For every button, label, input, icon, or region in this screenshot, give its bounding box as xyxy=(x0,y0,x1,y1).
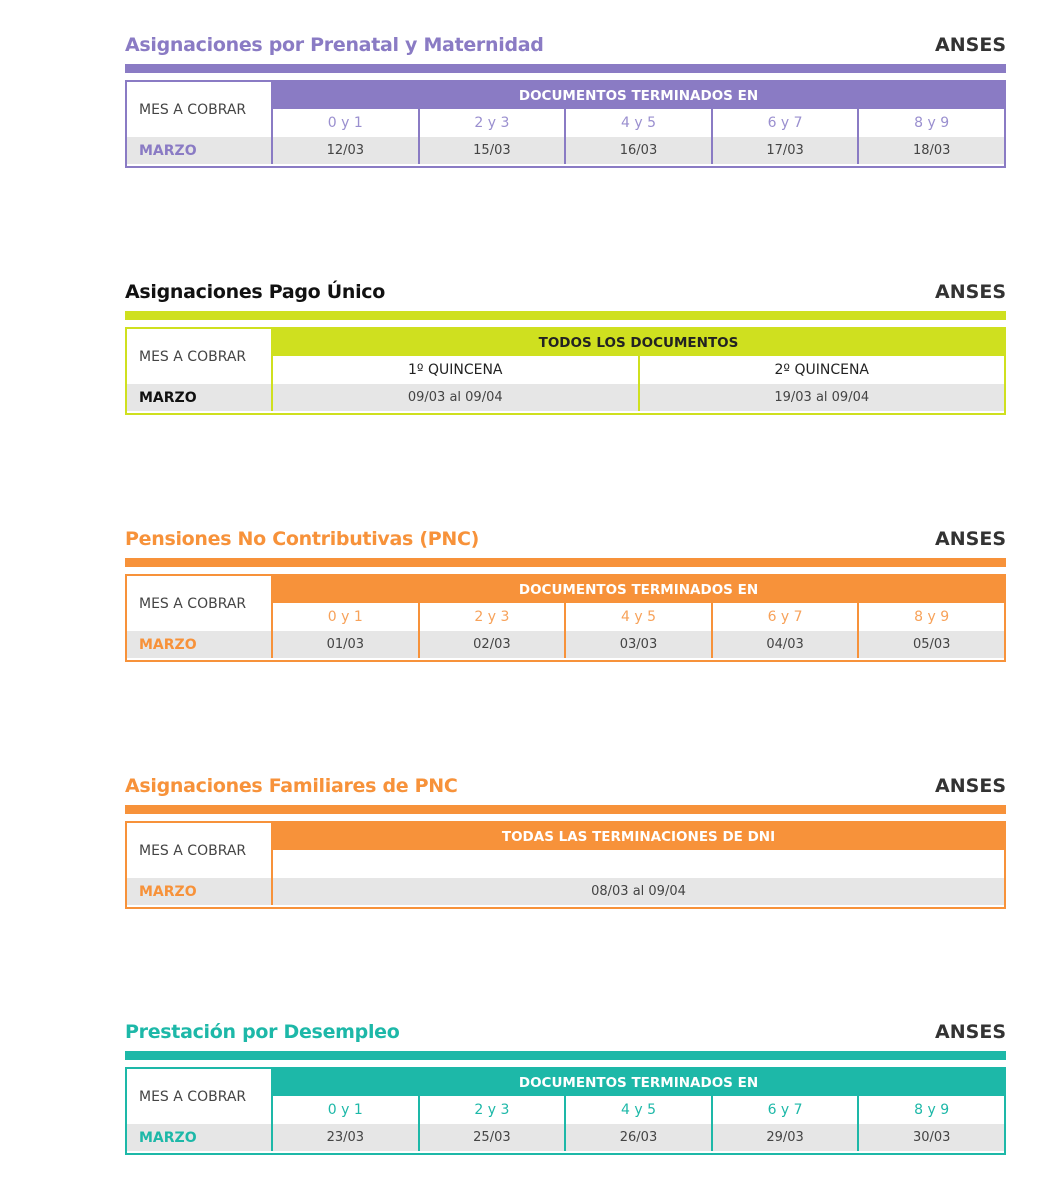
terminal-digits-row xyxy=(273,850,1004,878)
section-title: Prestación por Desempleo xyxy=(125,1021,400,1043)
terminal-digit-header: 0 y 1 xyxy=(327,609,363,625)
schedule-table: MES A COBRAR DOCUMENTOS TERMINADOS EN 0 … xyxy=(125,574,1006,662)
section-divider xyxy=(125,64,1006,73)
month-label: MARZO xyxy=(127,631,273,658)
terminal-digit-header: 4 y 5 xyxy=(564,109,711,137)
documents-header: DOCUMENTOS TERMINADOS EN xyxy=(273,82,1004,109)
terminal-digit-header: 6 y 7 xyxy=(710,1096,858,1124)
terminal-digits-row: 1º QUINCENA 2º QUINCENA xyxy=(273,356,1004,384)
section-divider xyxy=(125,558,1006,567)
payment-date: 23/03 xyxy=(326,1130,365,1145)
terminal-digit-header: 2º QUINCENA xyxy=(637,356,1005,384)
documents-header: DOCUMENTOS TERMINADOS EN xyxy=(273,576,1004,603)
terminal-digit-header: 2 y 3 xyxy=(417,109,565,137)
terminal-digit-header: 4 y 5 xyxy=(564,1096,711,1124)
terminal-digit-header: 2 y 3 xyxy=(417,1096,565,1124)
documents-header: DOCUMENTOS TERMINADOS EN xyxy=(273,1069,1004,1096)
dates-row: 01/03 02/03 03/03 04/03 05/03 xyxy=(273,631,1004,658)
schedule-table: MES A COBRAR DOCUMENTOS TERMINADOS EN 0 … xyxy=(125,1067,1006,1155)
payment-date: 04/03 xyxy=(710,631,858,658)
payment-date: 08/03 al 09/04 xyxy=(591,884,686,899)
dates-row: 08/03 al 09/04 xyxy=(273,878,1004,905)
month-column-header: MES A COBRAR xyxy=(127,329,273,384)
payment-date: 16/03 xyxy=(564,137,711,164)
section-divider xyxy=(125,1051,1006,1060)
schedule-section: Asignaciones por Prenatal y Maternidad A… xyxy=(125,30,1006,168)
schedule-table: MES A COBRAR DOCUMENTOS TERMINADOS EN 0 … xyxy=(125,80,1006,168)
payment-date: 25/03 xyxy=(417,1124,565,1151)
section-title: Pensiones No Contributivas (PNC) xyxy=(125,528,479,550)
month-column-header: MES A COBRAR xyxy=(127,823,273,878)
brand-label: ANSES xyxy=(935,34,1006,56)
payment-date: 30/03 xyxy=(857,1124,1004,1151)
payment-date: 29/03 xyxy=(710,1124,858,1151)
brand-label: ANSES xyxy=(935,281,1006,303)
payment-date: 18/03 xyxy=(857,137,1004,164)
section-divider xyxy=(125,311,1006,320)
month-label: MARZO xyxy=(127,878,273,905)
terminal-digit-header: 8 y 9 xyxy=(857,109,1004,137)
documents-header: TODOS LOS DOCUMENTOS xyxy=(273,329,1004,356)
section-divider xyxy=(125,805,1006,814)
schedule-section: Pensiones No Contributivas (PNC) ANSES M… xyxy=(125,524,1006,662)
payment-date: 26/03 xyxy=(564,1124,711,1151)
brand-label: ANSES xyxy=(935,528,1006,550)
section-title: Asignaciones Pago Único xyxy=(125,281,386,303)
schedule-section: Asignaciones Familiares de PNC ANSES MES… xyxy=(125,771,1006,909)
terminal-digit-header xyxy=(273,850,1004,878)
month-label: MARZO xyxy=(127,137,273,164)
terminal-digit-header: 2 y 3 xyxy=(417,603,565,631)
payment-date: 01/03 xyxy=(326,637,365,652)
terminal-digit-header: 8 y 9 xyxy=(857,1096,1004,1124)
schedule-table: MES A COBRAR TODAS LAS TERMINACIONES DE … xyxy=(125,821,1006,909)
payment-date: 05/03 xyxy=(857,631,1004,658)
payment-date: 03/03 xyxy=(564,631,711,658)
terminal-digit-header: 1º QUINCENA xyxy=(408,362,503,378)
terminal-digit-header: 0 y 1 xyxy=(327,115,363,131)
schedule-table: MES A COBRAR TODOS LOS DOCUMENTOS 1º QUI… xyxy=(125,327,1006,415)
documents-header: TODAS LAS TERMINACIONES DE DNI xyxy=(273,823,1004,850)
month-column-header: MES A COBRAR xyxy=(127,1069,273,1124)
month-label: MARZO xyxy=(127,384,273,411)
schedule-section: Prestación por Desempleo ANSES MES A COB… xyxy=(125,1017,1006,1155)
brand-label: ANSES xyxy=(935,775,1006,797)
payment-date: 19/03 al 09/04 xyxy=(637,384,1005,411)
payment-date: 15/03 xyxy=(417,137,565,164)
dates-row: 09/03 al 09/04 19/03 al 09/04 xyxy=(273,384,1004,411)
brand-label: ANSES xyxy=(935,1021,1006,1043)
payment-date: 17/03 xyxy=(710,137,858,164)
terminal-digit-header: 0 y 1 xyxy=(327,1102,363,1118)
month-column-header: MES A COBRAR xyxy=(127,82,273,137)
month-label: MARZO xyxy=(127,1124,273,1151)
month-column-header: MES A COBRAR xyxy=(127,576,273,631)
terminal-digit-header: 6 y 7 xyxy=(710,109,858,137)
terminal-digit-header: 4 y 5 xyxy=(564,603,711,631)
dates-row: 23/03 25/03 26/03 29/03 30/03 xyxy=(273,1124,1004,1151)
schedule-section: Asignaciones Pago Único ANSES MES A COBR… xyxy=(125,277,1006,415)
payment-date: 12/03 xyxy=(326,143,365,158)
dates-row: 12/03 15/03 16/03 17/03 18/03 xyxy=(273,137,1004,164)
payment-date: 02/03 xyxy=(417,631,565,658)
terminal-digit-header: 8 y 9 xyxy=(857,603,1004,631)
section-title: Asignaciones por Prenatal y Maternidad xyxy=(125,34,544,56)
section-title: Asignaciones Familiares de PNC xyxy=(125,775,458,797)
terminal-digit-header: 6 y 7 xyxy=(710,603,858,631)
payment-date: 09/03 al 09/04 xyxy=(407,390,503,405)
